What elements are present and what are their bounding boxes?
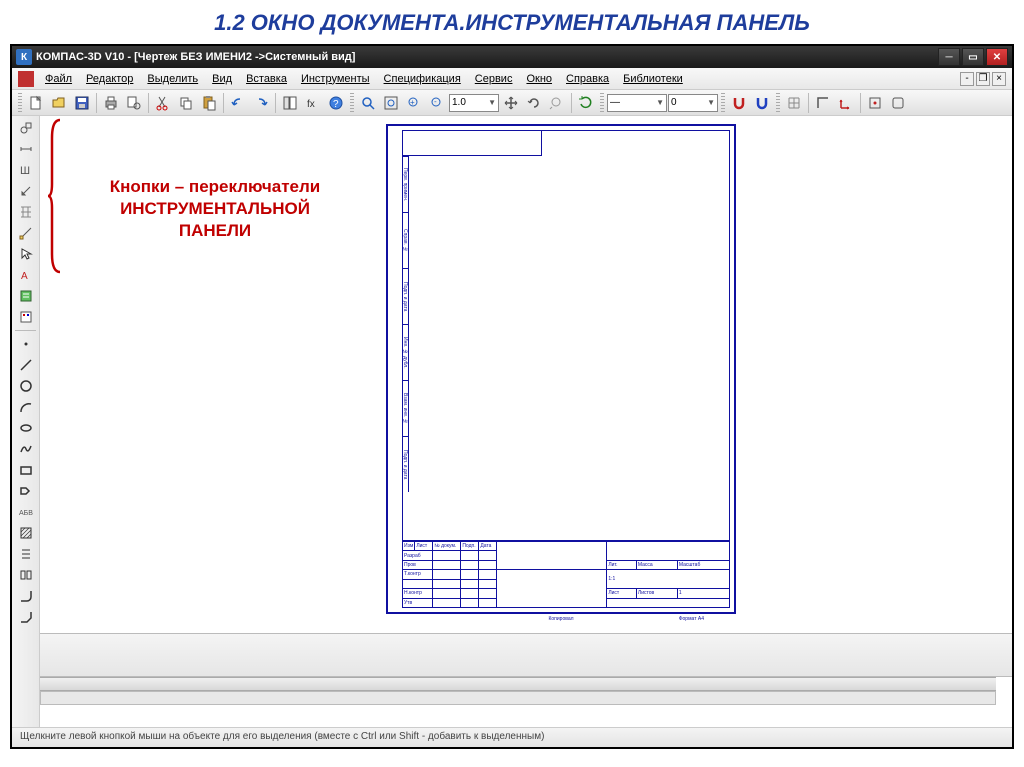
coords-button[interactable] <box>835 92 857 114</box>
zoom-prev-button[interactable] <box>546 92 568 114</box>
text-button[interactable]: Ш <box>14 160 38 180</box>
param-panel <box>40 633 1012 677</box>
redo-button[interactable] <box>250 92 272 114</box>
zoom-in-button[interactable]: + <box>403 92 425 114</box>
chamfer-button[interactable] <box>14 607 38 627</box>
open-button[interactable] <box>48 92 70 114</box>
ruler <box>40 677 996 691</box>
circle-button[interactable] <box>14 376 38 396</box>
ellipse-button[interactable] <box>14 418 38 438</box>
rotate-button[interactable] <box>523 92 545 114</box>
tool-sidebar: Ш А АБВ <box>12 116 40 727</box>
refresh-button[interactable] <box>575 92 597 114</box>
cut-button[interactable] <box>152 92 174 114</box>
doc-restore[interactable]: ❐ <box>976 72 990 86</box>
zoom-combo[interactable]: 1.0▼ <box>449 94 499 112</box>
menu-insert[interactable]: Вставка <box>239 71 294 87</box>
paste-button[interactable] <box>198 92 220 114</box>
menu-service[interactable]: Сервис <box>468 71 520 87</box>
workspace: Ш А АБВ <box>12 116 1012 727</box>
drawing-sheet: Перв. примен. Справ. № Подп. и дата Инв.… <box>386 124 736 614</box>
slide-title: 1.2 ОКНО ДОКУМЕНТА.ИНСТРУМЕНТАЛЬНАЯ ПАНЕ… <box>0 0 1024 44</box>
menu-window[interactable]: Окно <box>519 71 559 87</box>
point-button[interactable] <box>14 334 38 354</box>
preview-button[interactable] <box>123 92 145 114</box>
undo-button[interactable] <box>227 92 249 114</box>
pan-button[interactable] <box>500 92 522 114</box>
menu-tools[interactable]: Инструменты <box>294 71 377 87</box>
magnet-blue-button[interactable] <box>751 92 773 114</box>
select-button[interactable] <box>14 244 38 264</box>
menu-libraries[interactable]: Библиотеки <box>616 71 690 87</box>
arc-button[interactable] <box>14 397 38 417</box>
text2-button[interactable]: АБВ <box>14 502 38 522</box>
ortho-button[interactable] <box>812 92 834 114</box>
copy-button[interactable] <box>175 92 197 114</box>
zoom-out-button[interactable]: - <box>426 92 448 114</box>
dims-button[interactable] <box>14 139 38 159</box>
assoc-button[interactable]: А <box>14 265 38 285</box>
titlebar: К КОМПАС-3D V10 - [Чертеж БЕЗ ИМЕНИ2 ->С… <box>12 46 1012 68</box>
standard-toolbar: fx ? + - 1.0▼ —▼ 0▼ <box>12 90 1012 116</box>
hatch-button[interactable] <box>14 523 38 543</box>
snap-button[interactable] <box>864 92 886 114</box>
menu-file[interactable]: Файл <box>38 71 79 87</box>
edit-button[interactable] <box>14 181 38 201</box>
help-button[interactable]: ? <box>325 92 347 114</box>
round-button[interactable] <box>887 92 909 114</box>
geometry-button[interactable] <box>14 118 38 138</box>
app-window: К КОМПАС-3D V10 - [Чертеж БЕЗ ИМЕНИ2 ->С… <box>10 44 1014 749</box>
line-button[interactable] <box>14 355 38 375</box>
svg-text:А: А <box>21 271 28 282</box>
print-button[interactable] <box>100 92 122 114</box>
save-button[interactable] <box>71 92 93 114</box>
new-button[interactable] <box>25 92 47 114</box>
layer-combo[interactable]: 0▼ <box>668 94 718 112</box>
doc-minimize[interactable]: - <box>960 72 974 86</box>
svg-text:fx: fx <box>307 99 315 110</box>
menubar: Файл Редактор Выделить Вид Вставка Инстр… <box>12 68 1012 90</box>
magnet-red-button[interactable] <box>728 92 750 114</box>
report-button[interactable] <box>14 307 38 327</box>
titlebar-text: КОМПАС-3D V10 - [Чертеж БЕЗ ИМЕНИ2 ->Сис… <box>36 51 938 63</box>
state-combo[interactable]: —▼ <box>607 94 667 112</box>
fillet-button[interactable] <box>14 586 38 606</box>
svg-text:-: - <box>434 97 437 106</box>
menu-select[interactable]: Выделить <box>140 71 205 87</box>
statusbar: Щелкните левой кнопкой мыши на объекте д… <box>12 727 1012 747</box>
menu-view[interactable]: Вид <box>205 71 239 87</box>
vars-button[interactable]: fx <box>302 92 324 114</box>
title-block: ИзмЛист№ докум.Подп.Дата Разраб ПровЛит.… <box>402 540 730 608</box>
zoom-fit-button[interactable] <box>380 92 402 114</box>
measure-button[interactable] <box>14 223 38 243</box>
grid-button[interactable] <box>783 92 805 114</box>
svg-text:?: ? <box>333 99 339 110</box>
svg-text:Ш: Ш <box>20 165 30 177</box>
h-scrollbar[interactable] <box>40 691 996 705</box>
svg-text:АБВ: АБВ <box>19 510 33 517</box>
rect-button[interactable] <box>14 460 38 480</box>
zoom-window-button[interactable] <box>357 92 379 114</box>
maximize-button[interactable]: ▭ <box>962 48 984 66</box>
equid-button[interactable] <box>14 544 38 564</box>
doc-icon[interactable] <box>18 71 34 87</box>
spline-button[interactable] <box>14 439 38 459</box>
param-button[interactable] <box>14 202 38 222</box>
doc-close[interactable]: × <box>992 72 1006 86</box>
annotation-text: Кнопки – переключатели ИНСТРУМЕНТАЛЬНОЙ … <box>80 176 350 242</box>
manager-button[interactable] <box>279 92 301 114</box>
menu-editor[interactable]: Редактор <box>79 71 140 87</box>
close-button[interactable]: ✕ <box>986 48 1008 66</box>
polygon-button[interactable] <box>14 481 38 501</box>
collect-button[interactable] <box>14 565 38 585</box>
menu-spec[interactable]: Спецификация <box>377 71 468 87</box>
brace-icon <box>46 118 64 274</box>
svg-text:+: + <box>410 98 415 107</box>
app-icon: К <box>16 49 32 65</box>
minimize-button[interactable]: ─ <box>938 48 960 66</box>
menu-help[interactable]: Справка <box>559 71 616 87</box>
spec-button[interactable] <box>14 286 38 306</box>
